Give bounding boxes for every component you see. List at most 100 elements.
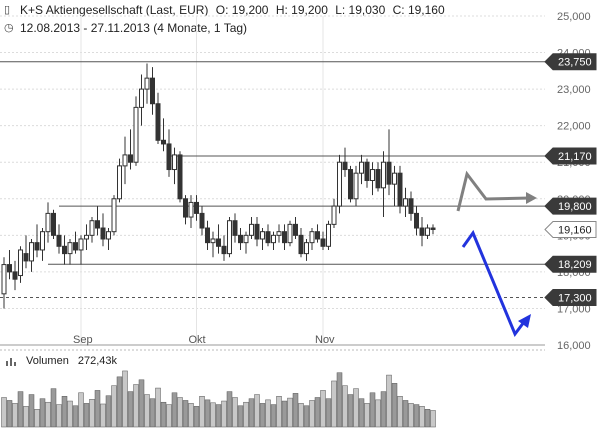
arrow-blue-down-up bbox=[461, 229, 526, 338]
y-tick-label: 25,000 bbox=[557, 11, 591, 23]
candle-body bbox=[216, 238, 221, 247]
candle-body bbox=[67, 242, 73, 255]
candle-body bbox=[183, 198, 188, 218]
x-tick-label: Sep bbox=[73, 334, 93, 346]
candle-body bbox=[34, 242, 40, 251]
candle-body bbox=[238, 234, 243, 244]
volume-bar bbox=[336, 372, 343, 428]
volume-bar bbox=[94, 390, 101, 428]
volume-bar bbox=[331, 380, 337, 428]
volume-bar bbox=[210, 402, 216, 428]
volume-label: Volumen 272,43k bbox=[26, 355, 117, 367]
candle-body bbox=[133, 106, 139, 163]
volume-bar bbox=[111, 385, 117, 428]
candle-body bbox=[95, 220, 100, 229]
volume-bar bbox=[133, 384, 139, 428]
candle-body bbox=[293, 223, 298, 236]
candle-body bbox=[364, 161, 370, 182]
chart-header: ▯ K+S Aktiengesellschaft (Last, EUR) O: … bbox=[0, 0, 600, 40]
price-tag-label: 23,750 bbox=[558, 57, 592, 69]
candle-body bbox=[425, 227, 430, 236]
volume-bar bbox=[281, 400, 288, 428]
candle-body bbox=[111, 198, 117, 233]
candle-body bbox=[260, 231, 265, 240]
volume-bar bbox=[50, 388, 57, 428]
bar-chart-icon bbox=[6, 358, 16, 366]
volume-bar bbox=[138, 379, 145, 428]
candle-body bbox=[265, 231, 271, 244]
volume-bar bbox=[193, 406, 200, 428]
candle-body bbox=[1, 264, 7, 295]
volume-bar bbox=[347, 394, 354, 428]
volume-bar bbox=[248, 398, 255, 428]
candle-body bbox=[221, 245, 227, 255]
candlestick-icon: ▯ bbox=[4, 4, 11, 16]
volume-bar bbox=[413, 404, 420, 428]
candle-body bbox=[29, 242, 34, 262]
candle-body bbox=[128, 154, 133, 163]
candle-body bbox=[56, 234, 62, 247]
price-tag-label: 21,170 bbox=[558, 151, 592, 163]
arrow-blue-head bbox=[518, 314, 531, 328]
y-tick-label: 17,000 bbox=[557, 303, 591, 315]
candle-body bbox=[232, 220, 238, 236]
volume-bar bbox=[237, 405, 244, 428]
candle-body bbox=[243, 234, 249, 244]
volume-bar bbox=[386, 374, 392, 428]
header-line-quote: K+S Aktiengesellschaft (Last, EUR) O: 19… bbox=[20, 3, 445, 17]
volume-bar bbox=[221, 400, 227, 428]
volume-bar bbox=[303, 405, 310, 428]
candle-body bbox=[210, 238, 216, 244]
close-value: C: 19,160 bbox=[392, 3, 445, 17]
candle-body bbox=[254, 223, 260, 240]
candle-body bbox=[320, 238, 326, 247]
volume-bar bbox=[325, 398, 332, 428]
volume-bar bbox=[204, 399, 211, 428]
candle-body bbox=[199, 212, 205, 229]
candle-body bbox=[150, 77, 155, 105]
volume-bar bbox=[320, 390, 326, 428]
volume-bar bbox=[276, 396, 282, 428]
price-tag bbox=[544, 288, 597, 306]
candle-body bbox=[227, 220, 232, 255]
candle-body bbox=[7, 264, 12, 273]
volume-bar bbox=[270, 404, 277, 428]
volume-bar bbox=[375, 399, 381, 428]
volume-title: Volumen bbox=[26, 355, 69, 367]
price-tag-label: 17,300 bbox=[558, 292, 592, 304]
candle-body bbox=[139, 88, 144, 108]
arrow-gray-head bbox=[526, 192, 537, 204]
price-tag bbox=[544, 147, 597, 165]
volume-bar bbox=[215, 404, 222, 428]
candle-body bbox=[144, 77, 150, 90]
volume-bar bbox=[23, 406, 29, 428]
volume-bar bbox=[188, 403, 194, 428]
volume-bar bbox=[100, 403, 106, 428]
x-tick-label: Nov bbox=[315, 334, 335, 346]
volume-bar bbox=[391, 383, 398, 428]
volume-bar bbox=[298, 403, 304, 428]
volume-bar bbox=[116, 376, 123, 428]
candle-body bbox=[177, 154, 183, 200]
candle-body bbox=[359, 161, 364, 174]
volume-bar bbox=[369, 392, 376, 428]
candle-body bbox=[62, 245, 67, 255]
volume-bar bbox=[182, 400, 189, 428]
volume-bar bbox=[155, 387, 161, 428]
candle-body bbox=[337, 161, 342, 207]
candle-body bbox=[117, 165, 122, 200]
candle-body bbox=[309, 231, 315, 244]
candle-body bbox=[73, 242, 78, 251]
candle-body bbox=[342, 161, 348, 171]
volume-bar bbox=[199, 396, 205, 428]
volume-bar bbox=[177, 397, 183, 428]
volume-bar bbox=[72, 405, 79, 428]
candle-body bbox=[315, 231, 320, 240]
volume-bar bbox=[149, 398, 156, 428]
volume-bar bbox=[265, 399, 271, 428]
candle-body bbox=[100, 227, 106, 240]
x-tick-label: Okt bbox=[189, 334, 206, 346]
volume-bar bbox=[67, 400, 73, 428]
